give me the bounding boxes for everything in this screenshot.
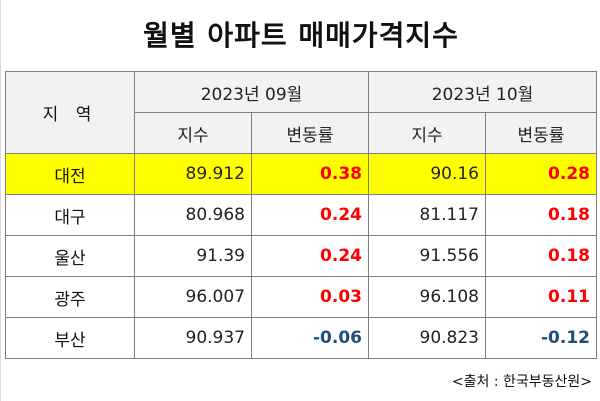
- sep-index-cell: 90.937: [134, 317, 252, 359]
- oct-change-cell: 0.18: [485, 235, 597, 277]
- table-row: 대전 89.912 0.38 90.16 0.28: [5, 153, 597, 195]
- oct-change-cell: 0.18: [485, 194, 597, 236]
- region-cell: 대전: [5, 153, 135, 195]
- table-row: 울산 91.39 0.24 91.556 0.18: [5, 235, 597, 277]
- table-row: 부산 90.937 -0.06 90.823 -0.12: [5, 317, 597, 359]
- table-row: 광주 96.007 0.03 96.108 0.11: [5, 276, 597, 318]
- sep-change-cell: -0.06: [251, 317, 369, 359]
- oct-index-cell: 81.117: [368, 194, 486, 236]
- region-cell: 울산: [5, 235, 135, 277]
- index-header-sep: 지수: [134, 112, 252, 154]
- change-header-oct: 변동률: [485, 112, 597, 154]
- source-note: <출처 : 한국부동산원>: [451, 374, 592, 390]
- sep-index-cell: 80.968: [134, 194, 252, 236]
- price-index-table: 지 역 2023년 09월 2023년 10월 지수 변동률 지수 변동률 대전…: [5, 71, 597, 359]
- oct-change-cell: -0.12: [485, 317, 597, 359]
- region-header: 지 역: [5, 71, 135, 154]
- sep-index-cell: 96.007: [134, 276, 252, 318]
- region-cell: 대구: [5, 194, 135, 236]
- header-row-periods: 지 역 2023년 09월 2023년 10월: [5, 71, 597, 154]
- header-row-metrics: 지수 변동률 지수 변동률: [6, 112, 597, 154]
- sep-change-cell: 0.24: [251, 235, 369, 277]
- sep-index-cell: 89.912: [134, 153, 252, 195]
- index-header-oct: 지수: [368, 112, 486, 154]
- oct-index-cell: 90.823: [368, 317, 486, 359]
- sep-change-cell: 0.38: [251, 153, 369, 195]
- region-cell: 광주: [5, 276, 135, 318]
- period-header-sep: 2023년 09월: [134, 71, 369, 113]
- oct-index-cell: 91.556: [368, 235, 486, 277]
- sep-index-cell: 91.39: [134, 235, 252, 277]
- oct-index-cell: 90.16: [368, 153, 486, 195]
- oct-change-cell: 0.11: [485, 276, 597, 318]
- sep-change-cell: 0.03: [251, 276, 369, 318]
- period-header-oct: 2023년 10월: [368, 71, 597, 113]
- change-header-sep: 변동률: [251, 112, 369, 154]
- table-row: 대구 80.968 0.24 81.117 0.18: [5, 194, 597, 236]
- region-cell: 부산: [5, 317, 135, 359]
- sep-change-cell: 0.24: [251, 194, 369, 236]
- oct-change-cell: 0.28: [485, 153, 597, 195]
- page-title: 월별 아파트 매매가격지수: [143, 19, 459, 52]
- oct-index-cell: 96.108: [368, 276, 486, 318]
